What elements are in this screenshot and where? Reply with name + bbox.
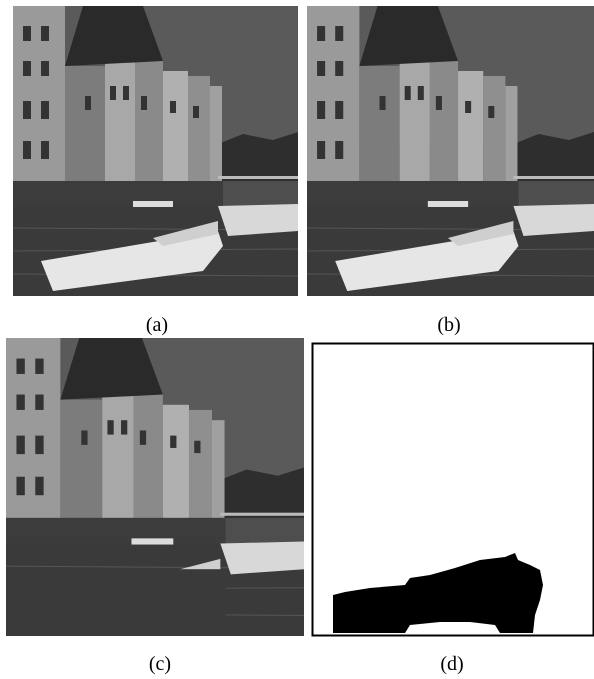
caption: (c) [149,653,171,676]
panel-a-image [13,6,298,296]
panel-c-image [6,338,304,636]
figure: (a) (b) (c) (d) [0,0,594,679]
caption: (d) [440,653,463,676]
panel-d-mask [313,344,594,636]
panel-b-image [307,6,594,296]
figure-images [0,0,594,679]
caption: (b) [437,314,460,337]
caption: (a) [146,314,168,337]
